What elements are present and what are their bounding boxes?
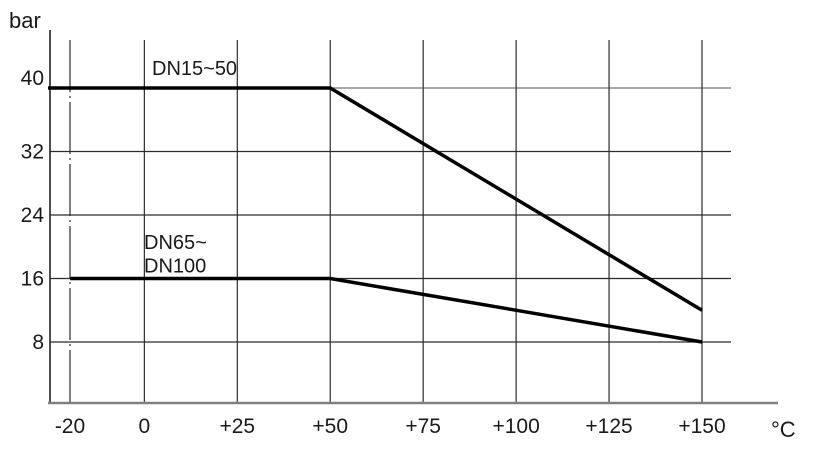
x-tick-label: -20 [55, 415, 85, 438]
y-axis-unit-label: bar [9, 8, 41, 33]
x-tick-label: +50 [312, 415, 348, 438]
curve-dn15-50 [48, 86, 703, 312]
y-tick-label: 16 [21, 268, 44, 291]
y-tick-label: 40 [21, 67, 44, 90]
y-tick-label: 32 [21, 141, 44, 164]
x-tick-label: +75 [405, 415, 441, 438]
series-label-dn15-50: DN15~50 [152, 58, 237, 80]
plot-area: -20 0 +25 +50 +75 +100 +125 +150 8 16 24 32 40 DN15~5… [21, 30, 778, 438]
y-tick-label: 24 [21, 204, 45, 227]
series-label-dn65-dn100: DN65~ DN100 [144, 232, 207, 278]
x-axis-unit-label: °C [771, 417, 796, 442]
x-tick-label: +125 [585, 415, 632, 438]
x-tick-label: +150 [678, 415, 725, 438]
x-tick-label: 0 [139, 415, 151, 438]
x-tick-label: +100 [492, 415, 539, 438]
y-tick-label: 8 [32, 331, 44, 354]
curve-dn65-dn100 [70, 276, 703, 344]
x-tick-label: +25 [219, 415, 255, 438]
